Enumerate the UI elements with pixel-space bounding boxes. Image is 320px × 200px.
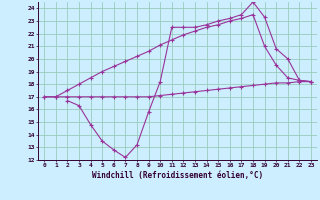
X-axis label: Windchill (Refroidissement éolien,°C): Windchill (Refroidissement éolien,°C) bbox=[92, 171, 263, 180]
